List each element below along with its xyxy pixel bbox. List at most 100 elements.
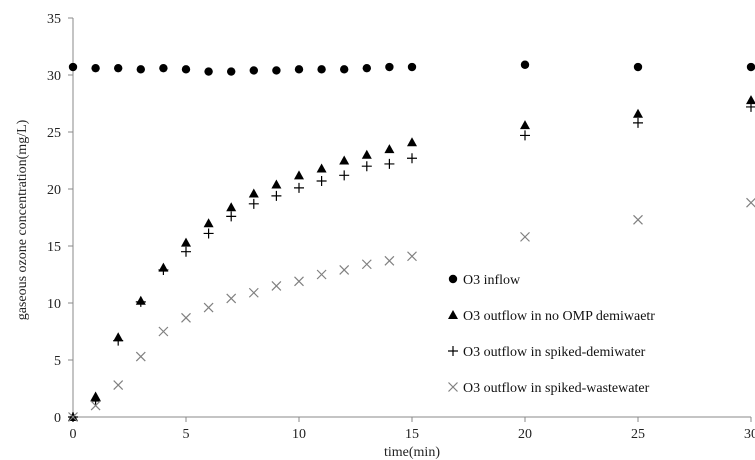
y-tick-label: 15 <box>47 240 61 255</box>
data-point <box>316 163 327 173</box>
data-point <box>746 95 755 105</box>
data-point <box>136 65 145 74</box>
legend-marker <box>448 382 458 392</box>
data-point <box>158 264 169 275</box>
data-point <box>385 62 394 72</box>
x-tick-label: 25 <box>631 427 645 442</box>
y-tick-label: 25 <box>47 126 61 141</box>
data-point <box>249 66 258 75</box>
data-point <box>90 400 101 411</box>
data-point <box>271 280 282 291</box>
data-point <box>520 120 530 130</box>
data-point <box>181 312 191 323</box>
y-tick-label: 35 <box>47 12 61 27</box>
y-tick-label: 5 <box>54 354 61 369</box>
data-point <box>339 155 350 165</box>
data-point <box>114 63 123 73</box>
x-tick-label: 30 <box>744 427 755 442</box>
series-2 <box>68 95 755 421</box>
legend-marker <box>448 310 458 319</box>
x-tick-label: 5 <box>183 427 190 442</box>
data-point <box>181 65 191 74</box>
y-tick-label: 20 <box>47 183 61 198</box>
data-point <box>384 144 395 154</box>
data-point <box>294 65 304 74</box>
legend-marker <box>448 274 458 284</box>
legend-label: O3 inflow <box>463 273 521 288</box>
data-point <box>158 326 169 337</box>
legend-label: O3 outflow in spiked-wastewater <box>463 381 650 396</box>
data-point <box>135 351 146 362</box>
y-tick-label: 10 <box>47 297 61 312</box>
data-point <box>204 67 213 76</box>
data-point <box>135 296 146 307</box>
x-axis-title: time(min) <box>384 445 440 460</box>
data-point <box>113 380 124 391</box>
data-point <box>248 198 259 209</box>
data-point <box>68 62 78 72</box>
data-point <box>294 170 304 180</box>
data-point <box>407 153 417 164</box>
data-point <box>181 237 191 247</box>
data-point <box>407 137 417 147</box>
data-point <box>248 287 259 298</box>
data-point <box>203 228 214 239</box>
data-point <box>271 190 282 201</box>
legend-item: O3 outflow in no OMP demiwaetr <box>448 309 655 324</box>
x-tick-label: 0 <box>70 427 77 442</box>
data-point <box>226 293 237 304</box>
data-point <box>361 259 372 270</box>
data-point <box>633 62 643 72</box>
legend: O3 inflow O3 outflow in no OMP demiwaetr O… <box>448 273 655 396</box>
data-point <box>91 63 100 73</box>
data-point <box>248 188 259 198</box>
data-point <box>339 170 350 181</box>
data-point <box>407 62 417 72</box>
data-point <box>203 302 214 313</box>
legend-marker <box>448 346 458 356</box>
data-point <box>90 396 101 407</box>
tick-labels: 0 5 10 15 20 25 30 35 0 5 10 15 20 25 30 <box>47 12 755 442</box>
data-point <box>226 202 237 212</box>
series-1 <box>68 60 755 76</box>
data-point <box>746 101 755 112</box>
data-point <box>633 214 643 225</box>
data-point <box>361 161 372 172</box>
data-point <box>340 65 349 74</box>
data-point <box>159 63 168 73</box>
data-points <box>68 60 755 422</box>
data-point <box>294 276 304 287</box>
data-point <box>203 218 214 228</box>
data-point <box>520 130 530 141</box>
data-point <box>633 108 643 118</box>
data-point <box>113 335 124 346</box>
data-point <box>271 179 282 189</box>
data-point <box>746 197 755 208</box>
data-point <box>520 60 530 69</box>
series-4 <box>68 197 755 422</box>
data-point <box>226 211 237 222</box>
data-point <box>361 149 372 159</box>
y-tick-label: 0 <box>54 411 61 426</box>
legend-item: O3 outflow in spiked-demiwater <box>448 345 646 360</box>
legend-label: O3 outflow in spiked-demiwater <box>463 345 646 360</box>
x-tick-label: 15 <box>405 427 419 442</box>
x-tick-label: 20 <box>518 427 532 442</box>
data-point <box>633 117 643 128</box>
data-point <box>407 251 417 262</box>
axes <box>72 18 751 418</box>
data-point <box>384 158 395 169</box>
legend-item: O3 outflow in spiked-wastewater <box>448 381 650 396</box>
y-axis-title: gaseous ozone concentration(mg/L) <box>15 119 30 320</box>
data-point <box>362 63 371 73</box>
data-point <box>339 265 350 275</box>
data-point <box>746 62 755 72</box>
data-point <box>520 231 530 242</box>
data-point <box>384 255 395 266</box>
series-3 <box>68 101 755 422</box>
data-point <box>294 182 304 193</box>
data-point <box>272 66 281 75</box>
legend-label: O3 outflow in no OMP demiwaetr <box>463 309 655 324</box>
